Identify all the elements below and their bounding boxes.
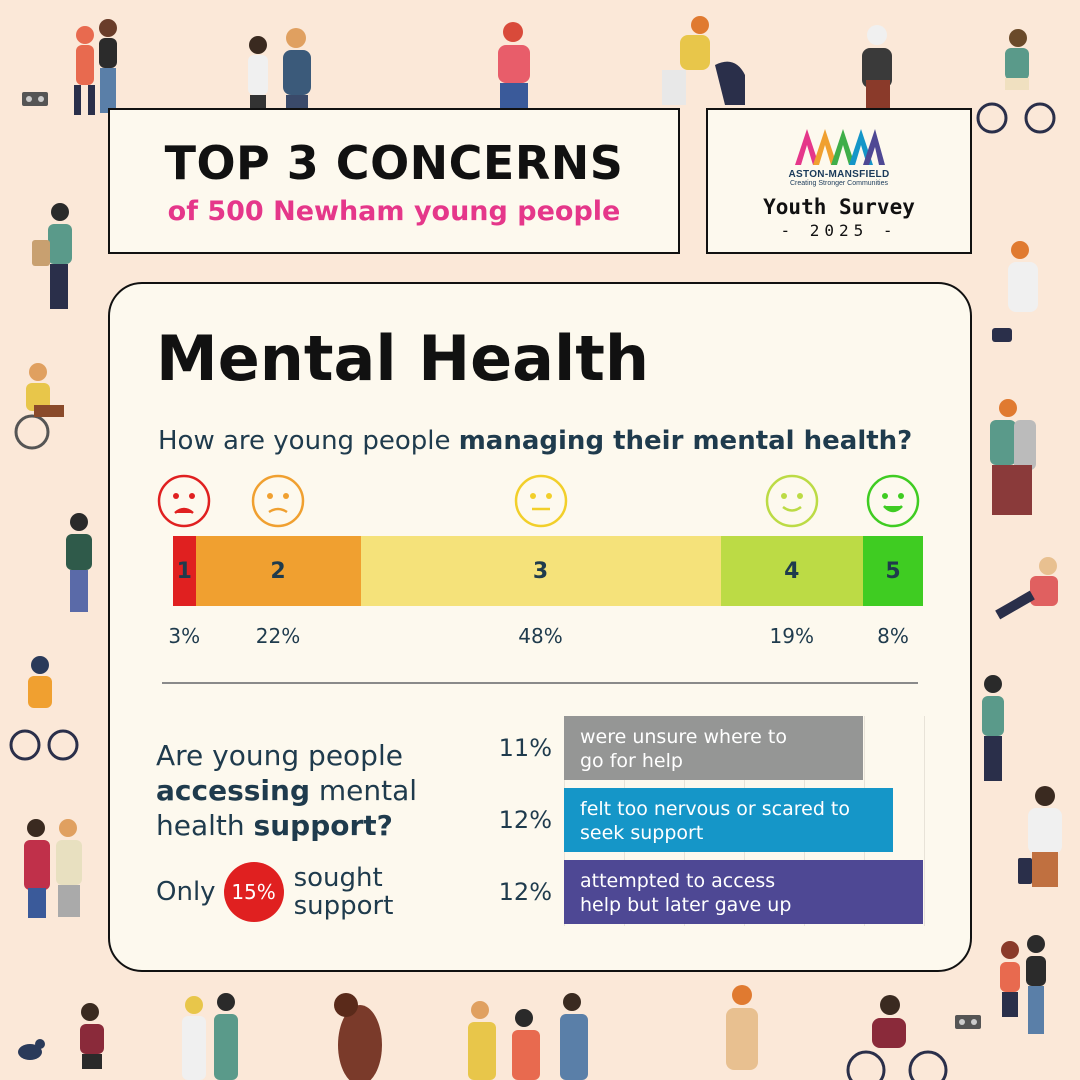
person-illustration: [846, 995, 948, 1080]
question-accessing-mark: ?: [376, 809, 393, 842]
page-subtitle: of 500 Newham young people: [167, 195, 621, 227]
person-illustration: [334, 993, 382, 1080]
question-managing-text: How are young people: [158, 426, 459, 456]
person-illustration: [9, 656, 79, 761]
person-illustration: [32, 203, 72, 309]
sad-face-icon: [158, 474, 211, 528]
sought-support-line-2: support: [293, 891, 394, 921]
question-managing-emphasis: managing their mental health?: [458, 426, 913, 456]
person-illustration: [1026, 935, 1046, 1034]
divider: [162, 682, 918, 684]
person-illustration: [66, 513, 92, 612]
question-accessing: Are young people accessing mental health…: [156, 738, 456, 843]
rating-bar-segment-1: 1: [173, 536, 196, 606]
person-illustration: [995, 557, 1058, 620]
person-illustration: [726, 985, 758, 1070]
rating-percent-label: 19%: [769, 624, 814, 648]
barrier-bar-label: attempted to access: [580, 870, 776, 892]
question-accessing-text-2: mental health: [156, 774, 418, 842]
smile-face-icon: [765, 474, 818, 528]
title-box: TOP 3 CONCERNS of 500 Newham young peopl…: [108, 108, 680, 254]
rating-percent-label: 8%: [877, 624, 909, 648]
rating-percent-label: 22%: [255, 624, 301, 648]
person-illustration: [80, 1003, 104, 1069]
person-illustration: [56, 819, 82, 917]
bird-icon: [18, 1039, 45, 1060]
question-accessing-emphasis-2: support: [253, 809, 377, 842]
rating-bar-segment-2: 2: [195, 536, 361, 606]
only-label: Only: [156, 877, 216, 907]
question-accessing-text-1: Are young people: [156, 739, 403, 772]
barrier-bar: were unsure where to go for help: [564, 716, 864, 780]
person-illustration: [182, 993, 238, 1080]
person-illustration: [24, 819, 50, 918]
logo-tagline: Creating Stronger Communities: [789, 179, 889, 187]
logo-box: ASTON-MANSFIELD Creating Stronger Commun…: [706, 108, 972, 254]
person-illustration: [99, 19, 117, 113]
person-illustration: [1000, 941, 1020, 1017]
barrier-percent-label: 12%: [498, 806, 552, 834]
frown-face-icon: [251, 474, 305, 528]
question-accessing-emphasis-1: accessing: [156, 774, 310, 807]
rating-percent-label: 48%: [518, 624, 563, 648]
boombox-icon: [22, 92, 48, 106]
sought-support-badge: 15%: [223, 862, 284, 922]
page-title: TOP 3 CONCERNS: [164, 135, 624, 190]
person-illustration: [990, 399, 1036, 515]
person-illustration: [982, 675, 1004, 781]
boombox-icon: [955, 1015, 981, 1029]
person-illustration: [74, 26, 95, 115]
rating-bar-segment-3: 3: [360, 536, 721, 606]
barrier-percent-label: 12%: [498, 878, 552, 906]
logo-name: ASTON-MANSFIELD: [788, 168, 890, 180]
person-illustration: [498, 22, 530, 108]
sought-support-text: sought support: [294, 864, 394, 920]
person-illustration: [468, 993, 588, 1080]
sought-support-stat: Only 15% sought support: [156, 862, 393, 922]
rating-percent-label: 3%: [168, 624, 201, 648]
barrier-bar: attempted to access help but later gave u…: [564, 860, 923, 924]
barrier-bar-label: go for help: [580, 750, 683, 772]
person-illustration: [1018, 786, 1062, 887]
person-illustration: [976, 29, 1056, 134]
aston-mansfield-logo-icon: [795, 128, 885, 165]
person-illustration: [14, 363, 64, 450]
barrier-bar-label: were unsure where to: [580, 726, 787, 748]
person-illustration: [862, 25, 892, 108]
rating-bar-segment-4: 4: [720, 536, 863, 606]
survey-year: - 2025 -: [780, 220, 898, 240]
rating-bar-segment-5: 5: [863, 536, 923, 606]
barrier-bar-label: felt too nervous or scared to: [580, 798, 850, 820]
sought-support-line-1: sought: [293, 863, 383, 893]
barrier-percent-label: 11%: [498, 734, 552, 762]
barrier-bar: felt too nervous or scared to seek suppor…: [564, 788, 893, 852]
person-illustration: [248, 36, 268, 110]
main-card: Mental Health How are young people manag…: [108, 282, 972, 972]
barrier-bar-label: help but later gave up: [580, 894, 792, 916]
section-heading: Mental Health: [156, 322, 650, 395]
neutral-face-icon: [514, 474, 567, 528]
person-illustration: [992, 241, 1038, 342]
person-illustration: [283, 28, 311, 110]
happy-face-icon: [866, 474, 920, 528]
gridline: [924, 716, 925, 926]
barrier-bar-label: seek support: [580, 822, 704, 844]
survey-label: Youth Survey: [763, 194, 915, 219]
person-illustration: [662, 16, 745, 105]
question-managing: How are young people managing their ment…: [158, 426, 912, 456]
